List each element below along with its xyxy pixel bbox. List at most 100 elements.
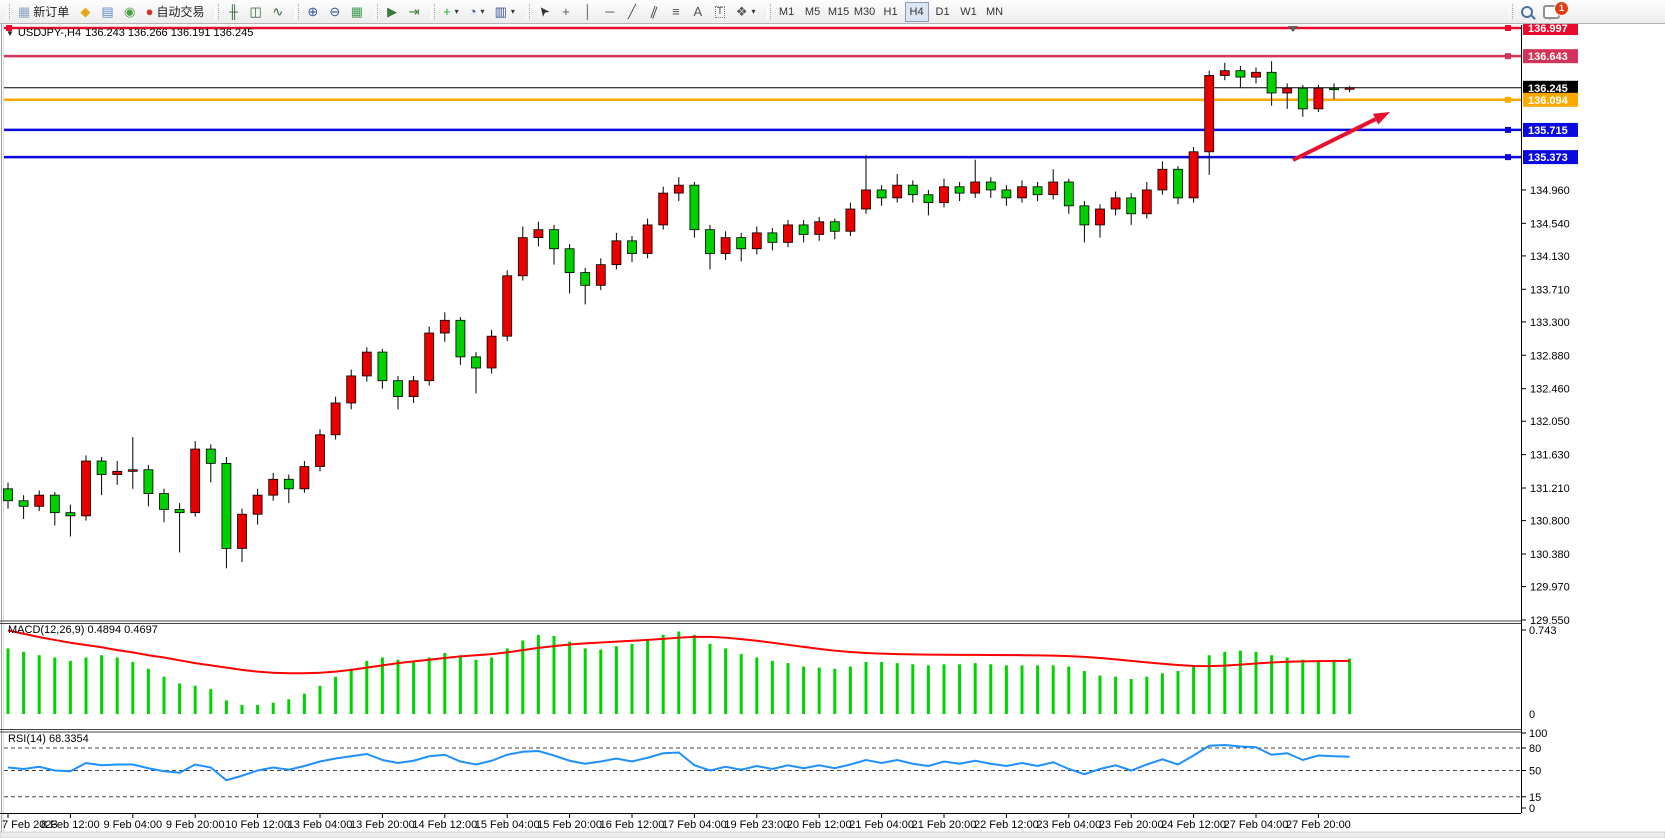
time-axis-label: 24 Feb 12:00 xyxy=(1161,819,1226,831)
timeframe-h1[interactable]: H1 xyxy=(879,2,903,22)
chart-shift-marker[interactable] xyxy=(1288,26,1298,32)
line-handle[interactable] xyxy=(1505,96,1511,103)
time-axis-label: 9 Feb 04:00 xyxy=(103,819,162,831)
price-axis-label: 134.960 xyxy=(1530,185,1570,197)
indicators-button[interactable]: + ▾ xyxy=(439,2,463,22)
timeframe-m5[interactable]: M5 xyxy=(801,2,825,22)
price-axis-label: 132.460 xyxy=(1530,384,1570,396)
market-watch-button[interactable]: ▤ xyxy=(97,2,117,22)
fibonacci-button[interactable]: ≡ xyxy=(666,2,686,22)
scroll-group: ▶ ⇥ xyxy=(374,0,425,23)
price-axis[interactable]: 134.960 134.540 134.130 133.710 133.300 132.8… xyxy=(1521,25,1570,815)
price-level-badge: 135.715 xyxy=(1528,125,1568,137)
search-icon xyxy=(1521,5,1533,18)
line-chart-button[interactable]: ∿ xyxy=(268,2,288,22)
templates-icon: ▥ xyxy=(494,4,507,19)
rsi-scale-label: 50 xyxy=(1529,766,1541,778)
fibonacci-icon: ≡ xyxy=(672,4,680,19)
arrows-button[interactable]: ❖ ▾ xyxy=(732,2,760,22)
time-axis-label: 16 Feb 12:00 xyxy=(600,819,665,831)
tile-windows-button[interactable]: ▦ xyxy=(347,2,367,22)
auto-scroll-icon: ▶ xyxy=(387,4,398,19)
templates-button[interactable]: ▥ ▾ xyxy=(491,2,519,22)
timeframe-w1[interactable]: W1 xyxy=(957,2,981,22)
chevron-down-icon: ▾ xyxy=(480,7,485,16)
timeframe-m15[interactable]: M15 xyxy=(827,2,851,22)
signals-button[interactable]: ◉ xyxy=(120,2,140,22)
crosshair-button[interactable]: + xyxy=(556,2,576,22)
macd-scale-max: 0.743 xyxy=(1529,625,1557,637)
text-button[interactable]: A xyxy=(688,2,708,22)
timeframe-h4[interactable]: H4 xyxy=(904,1,929,22)
signals-icon: ◉ xyxy=(123,4,136,19)
price-axis-label: 134.540 xyxy=(1530,218,1570,230)
time-axis-label: 20 Feb 12:00 xyxy=(787,819,852,831)
autotrading-button[interactable]: ● 自动交易 xyxy=(142,2,209,22)
crosshair-icon: + xyxy=(562,4,570,19)
time-axis-label: 17 Feb 04:00 xyxy=(662,819,727,831)
trade-group: ▦ 新订单 ◆ ▤ ◉ ● 自动交易 xyxy=(6,0,209,23)
autotrading-button-label: 自动交易 xyxy=(156,5,205,19)
price-axis-label: 132.050 xyxy=(1530,416,1570,428)
timeframe-m30[interactable]: M30 xyxy=(853,2,877,22)
vertical-line-button[interactable]: │ xyxy=(578,2,598,22)
arrow-annotation[interactable] xyxy=(1292,112,1390,162)
line-handle[interactable] xyxy=(6,25,12,32)
time-axis-label: 27 Feb 20:00 xyxy=(1286,819,1351,831)
rsi-scale-label: 80 xyxy=(1529,743,1541,755)
line-studies-group: ➤ + │ ─ ╱ ∥ ≡ A T ❖ ▾ xyxy=(525,0,761,23)
line-handle[interactable] xyxy=(1505,154,1511,161)
notification-badge: 1 xyxy=(1554,0,1569,16)
horizontal-level-lines[interactable] xyxy=(4,25,1521,161)
macd-signal-line xyxy=(7,629,1350,675)
chart-dropdown-icon[interactable]: ▼ xyxy=(6,28,14,38)
chart-shift-button[interactable]: ⇥ xyxy=(404,2,424,22)
time-axis-label: 23 Feb 04:00 xyxy=(1036,819,1101,831)
new-order-button[interactable]: ▦ 新订单 xyxy=(14,2,73,22)
time-axis-label: 8 Feb 12:00 xyxy=(41,819,100,831)
price-axis-label: 129.970 xyxy=(1530,582,1570,594)
timeframes-group: M1 M5 M15 M30 H1 H4 D1 W1 MN xyxy=(766,0,1008,23)
periods-button[interactable]: ◔ ▾ xyxy=(465,2,489,22)
text-label-button[interactable]: T xyxy=(710,2,730,22)
chat-button[interactable]: 1 xyxy=(1539,0,1569,22)
search-button[interactable] xyxy=(1517,2,1537,22)
price-level-badge: 136.643 xyxy=(1528,51,1568,63)
time-axis-label: 21 Feb 04:00 xyxy=(849,819,914,831)
vertical-line-icon: │ xyxy=(583,4,592,19)
autotrading-icon: ● xyxy=(145,4,154,19)
timeframe-mn[interactable]: MN xyxy=(983,2,1007,22)
cursor-icon: ➤ xyxy=(534,2,554,21)
timeframe-m1[interactable]: M1 xyxy=(775,2,799,22)
price-level-badge: 136.245 xyxy=(1528,83,1568,95)
candlestick-chart-button[interactable]: ◫ xyxy=(245,2,265,22)
time-axis-label: 19 Feb 23:00 xyxy=(724,819,789,831)
price-axis-label: 133.710 xyxy=(1530,284,1570,296)
zoom-out-button[interactable]: ⊖ xyxy=(325,2,345,22)
cursor-button[interactable]: ➤ xyxy=(534,2,554,22)
line-handle[interactable] xyxy=(1505,25,1511,32)
new-order-button-label: 新订单 xyxy=(33,5,70,19)
time-axis-label: 13 Feb 04:00 xyxy=(288,819,353,831)
line-handle[interactable] xyxy=(1505,53,1511,60)
time-axis-label: 7 Feb 2023 xyxy=(2,819,58,831)
line-handle[interactable] xyxy=(1505,126,1511,133)
macd-indicator-label: MACD(12,26,9) 0.4894 0.4697 xyxy=(8,624,158,636)
trendline-button[interactable]: ╱ xyxy=(622,2,642,22)
chevron-down-icon: ▾ xyxy=(454,7,459,16)
auto-scroll-button[interactable]: ▶ xyxy=(382,2,402,22)
macd-pane xyxy=(6,629,1352,714)
channel-button[interactable]: ∥ xyxy=(644,2,664,22)
tile-windows-icon: ▦ xyxy=(350,4,364,19)
horizontal-line-button[interactable]: ─ xyxy=(600,2,620,22)
gold-bars-icon-button[interactable]: ◆ xyxy=(75,2,95,22)
zoom-in-button[interactable]: ⊕ xyxy=(303,2,323,22)
bar-chart-button[interactable]: ╫ xyxy=(223,2,243,22)
timeframe-d1[interactable]: D1 xyxy=(931,2,955,22)
price-axis-label: 130.380 xyxy=(1530,549,1570,561)
chevron-down-icon: ▾ xyxy=(510,7,515,16)
